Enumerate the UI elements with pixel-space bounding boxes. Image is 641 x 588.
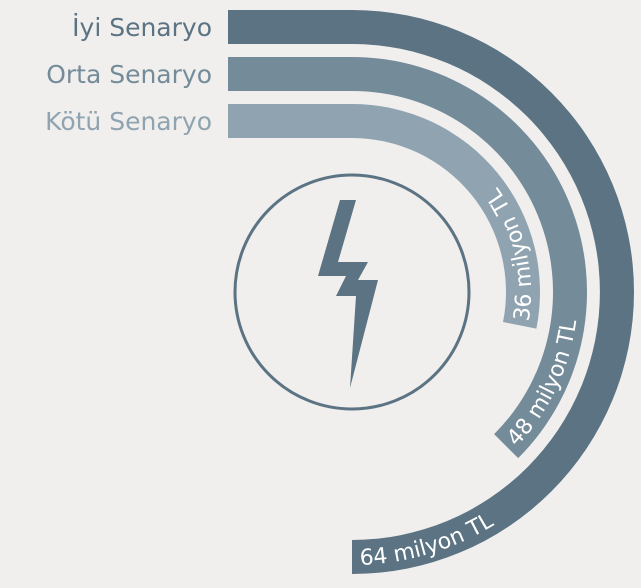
icon <box>233 173 471 411</box>
lightning-bolt <box>318 200 378 388</box>
legend-label: Orta Senaryo <box>46 60 212 89</box>
legend-label: İyi Senaryo <box>72 13 212 42</box>
legend-label: Kötü Senaryo <box>45 107 212 136</box>
bar <box>228 104 540 329</box>
icon-circle <box>233 173 471 411</box>
